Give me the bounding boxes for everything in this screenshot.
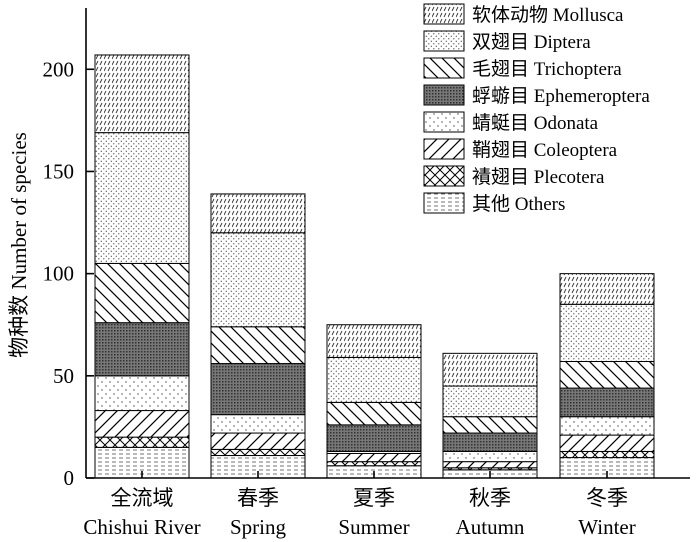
x-tick-label-en: Winter <box>578 515 635 539</box>
legend-item: 双翅目 Diptera <box>423 30 591 53</box>
bar-segment <box>94 436 190 448</box>
bar-segment <box>210 432 306 450</box>
x-tick-label: 春季 <box>237 486 279 510</box>
y-axis-title: 物种数 Number of species <box>7 132 31 358</box>
bar-segment <box>210 326 306 365</box>
bar-segment <box>94 322 190 377</box>
x-tick-label: 全流域 <box>111 486 174 510</box>
legend-swatch <box>423 84 465 106</box>
bar-segment <box>326 401 422 426</box>
legend-label: 鞘翅目 Coleoptera <box>472 139 618 161</box>
legend-item: 鞘翅目 Coleoptera <box>423 138 618 161</box>
bar-segment <box>210 363 306 416</box>
x-tick-label: 秋季 <box>469 486 511 510</box>
bar-segment <box>94 375 190 412</box>
bar-segment <box>210 414 306 434</box>
bar-segment <box>559 434 655 452</box>
legend-swatch <box>423 165 465 187</box>
bar-segment <box>442 385 538 418</box>
bar-segment <box>326 324 422 358</box>
y-tick-label: 100 <box>43 262 75 286</box>
legend-item: 蜉蝣目 Ephemeroptera <box>423 84 650 107</box>
bar-segment <box>326 461 422 467</box>
legend-label: 蜻蜓目 Odonata <box>472 112 599 134</box>
x-tick-label: 夏季 <box>353 486 395 510</box>
bar-stack <box>210 193 306 479</box>
bar-segment <box>442 432 538 452</box>
bar-segment <box>442 352 538 387</box>
legend-item: 襀翅目 Plecotera <box>423 165 605 188</box>
y-tick-label: 150 <box>43 159 75 183</box>
legend-swatch <box>423 192 465 214</box>
axes-group: 0 50 100 150 200 全流域 Chishui River 春季 Spring 夏季 Su… <box>7 8 690 539</box>
legend-item: 蜻蜓目 Odonata <box>423 111 599 134</box>
x-tick-label-en: Autumn <box>456 515 525 539</box>
y-tick-label: 200 <box>43 57 75 81</box>
bar-segment <box>442 416 538 434</box>
bar-segment <box>94 54 190 134</box>
bar-segment <box>442 461 538 469</box>
bar-stack <box>326 324 422 479</box>
x-tick-label: 冬季 <box>586 486 628 510</box>
legend-label: 襀翅目 Plecotera <box>472 166 605 188</box>
x-tick-label-en: Summer <box>338 515 409 539</box>
bar-segment <box>326 356 422 403</box>
y-tick-label: 0 <box>64 466 75 490</box>
bar-segment <box>559 273 655 305</box>
y-tick-label: 50 <box>53 364 74 388</box>
legend-swatch <box>423 138 465 160</box>
legend-item: 软体动物 Mollusca <box>423 3 624 26</box>
bar-segment <box>442 450 538 463</box>
bar-segment <box>94 262 190 324</box>
legend-item: 其他 Others <box>423 192 565 215</box>
x-tick-label-en: Chishui River <box>83 515 200 539</box>
bar-segment <box>326 424 422 452</box>
bar-segment <box>559 450 655 459</box>
bar-stack <box>94 54 190 479</box>
legend-swatch <box>423 57 465 79</box>
legend-item: 毛翅目 Trichoptera <box>423 57 622 80</box>
bar-segment <box>94 410 190 438</box>
bar-segment <box>210 448 306 457</box>
x-tick-label-en: Spring <box>230 515 287 539</box>
legend: 软体动物 Mollusca 双翅目 Diptera 毛翅目 Trichoptera 蜉… <box>423 3 650 215</box>
bar-segment <box>559 361 655 389</box>
bar-segment <box>326 452 422 463</box>
legend-swatch <box>423 30 465 52</box>
bar-segment <box>94 132 190 264</box>
bar-stack <box>559 273 655 479</box>
bar-segment <box>559 416 655 436</box>
legend-label: 蜉蝣目 Ephemeroptera <box>472 85 650 107</box>
legend-label: 软体动物 Mollusca <box>472 4 624 26</box>
bar-segment <box>210 193 306 234</box>
bar-segment <box>210 232 306 328</box>
legend-label: 毛翅目 Trichoptera <box>472 58 622 80</box>
bar-segment <box>559 387 655 418</box>
bar-segment <box>559 303 655 363</box>
legend-swatch <box>423 3 465 25</box>
legend-swatch <box>423 111 465 133</box>
legend-label: 其他 Others <box>472 193 565 215</box>
bar-stack <box>442 352 538 479</box>
legend-label: 双翅目 Diptera <box>472 31 591 53</box>
